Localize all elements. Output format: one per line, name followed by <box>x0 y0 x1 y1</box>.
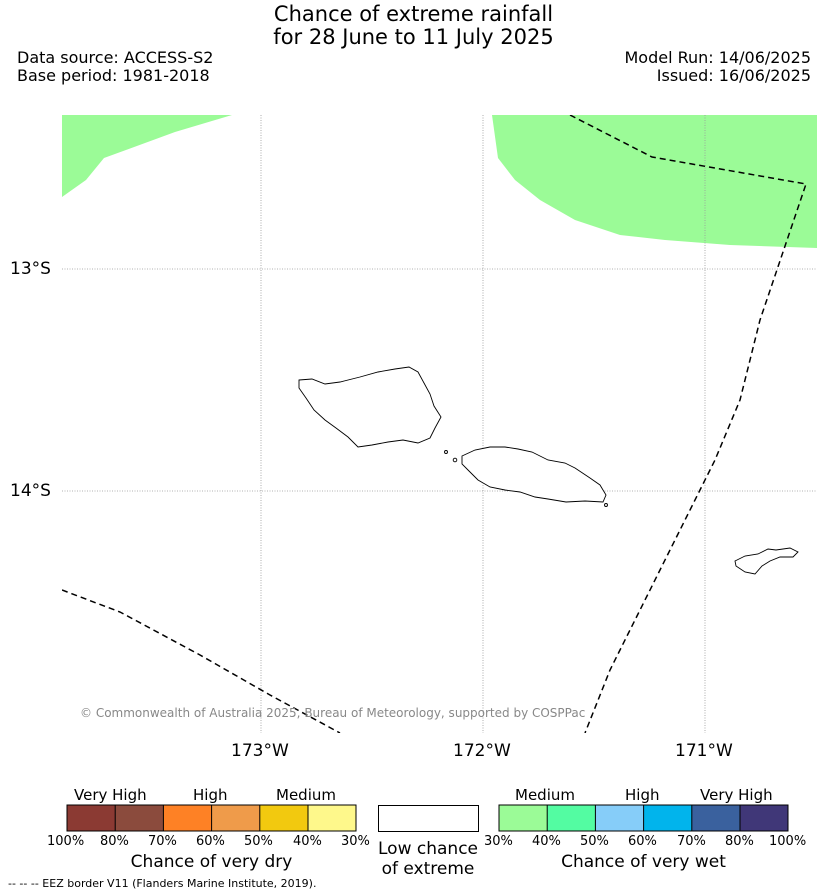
dry-legend-title: Chance of very dry <box>130 852 293 872</box>
base-period: Base period: 1981-2018 <box>17 66 210 85</box>
dry-tick: 60% <box>196 834 225 849</box>
wet-tick: 100% <box>769 834 807 849</box>
wet-colorbar <box>498 804 789 832</box>
wet-area-northwest <box>62 115 232 197</box>
dry-tick: 100% <box>47 834 85 849</box>
lat-label-14s: 14°S <box>10 481 51 501</box>
eez-border <box>62 115 807 733</box>
data-source: Data source: ACCESS-S2 <box>17 48 214 67</box>
low-chance-line-2: of extreme <box>381 859 475 879</box>
wet-tick: 40% <box>532 834 561 849</box>
map-title: Chance of extreme rainfall for 28 June t… <box>0 3 827 49</box>
wet-tick: 80% <box>725 834 754 849</box>
wet-tick: 50% <box>580 834 609 849</box>
wet-area-northeast <box>492 115 817 248</box>
wet-cat-very-high: Very High <box>700 786 773 804</box>
dry-cat-medium: Medium <box>276 786 336 804</box>
wet-cat-high: High <box>625 786 660 804</box>
model-run: Model Run: 14/06/2025 <box>624 48 812 67</box>
low-chance-box <box>378 805 479 832</box>
copyright-note: © Commonwealth of Australia 2025, Bureau… <box>80 706 586 720</box>
title-line-1: Chance of extreme rainfall <box>273 2 554 26</box>
lon-label-172w: 172°W <box>453 741 511 761</box>
lon-label-173w: 173°W <box>231 741 289 761</box>
wet-tick: 30% <box>484 834 513 849</box>
dry-tick: 40% <box>293 834 322 849</box>
dry-cat-very-high: Very High <box>74 786 147 804</box>
dry-tick: 70% <box>148 834 177 849</box>
dry-tick: 30% <box>341 834 370 849</box>
island-savaii <box>298 366 442 448</box>
dry-tick: 80% <box>100 834 129 849</box>
dry-colorbar <box>66 804 357 832</box>
eez-footnote: -- -- -- EEZ border V11 (Flanders Marine… <box>8 877 317 890</box>
issued-date: Issued: 16/06/2025 <box>656 66 811 85</box>
meta-left: Data source: ACCESS-S2 Base period: 1981… <box>17 49 213 85</box>
dry-tick: 50% <box>244 834 273 849</box>
title-line-2: for 28 June to 11 July 2025 <box>273 25 554 49</box>
dry-cat-high: High <box>193 786 228 804</box>
meta-right: Model Run: 14/06/2025 Issued: 16/06/2025 <box>625 49 812 85</box>
wet-tick: 60% <box>628 834 657 849</box>
lon-label-171w: 171°W <box>675 741 733 761</box>
wet-cat-medium: Medium <box>515 786 575 804</box>
lat-label-13s: 13°S <box>10 259 51 279</box>
low-chance-label: Low chance of extreme <box>370 839 486 879</box>
island-tutuila <box>734 547 799 575</box>
wet-tick: 70% <box>677 834 706 849</box>
wet-legend-title: Chance of very wet <box>561 852 726 872</box>
low-chance-line-1: Low chance <box>378 839 478 859</box>
island-upolu <box>461 446 607 503</box>
islands <box>298 366 799 575</box>
graticule <box>62 115 817 733</box>
